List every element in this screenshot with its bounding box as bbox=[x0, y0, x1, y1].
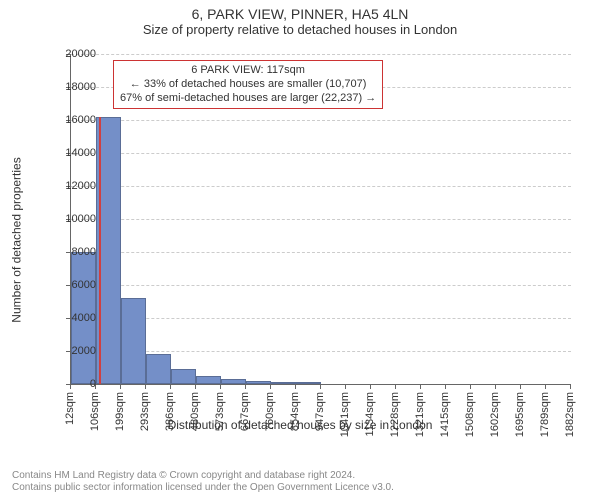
y-tick-label: 14000 bbox=[36, 147, 96, 159]
y-axis-label-text: Number of detached properties bbox=[10, 157, 24, 322]
y-tick-label: 20000 bbox=[36, 48, 96, 60]
x-tick-mark bbox=[545, 384, 546, 389]
x-tick-mark bbox=[470, 384, 471, 389]
gridline bbox=[71, 186, 571, 187]
x-tick-mark bbox=[495, 384, 496, 389]
page-root: 6, PARK VIEW, PINNER, HA5 4LN Size of pr… bbox=[0, 0, 600, 500]
gridline bbox=[71, 120, 571, 121]
histogram-bar bbox=[271, 382, 296, 384]
plot-area: 6 PARK VIEW: 117sqm← 33% of detached hou… bbox=[70, 54, 571, 385]
x-tick-mark bbox=[520, 384, 521, 389]
x-tick-mark bbox=[320, 384, 321, 389]
y-tick-label: 8000 bbox=[36, 246, 96, 258]
annotation-line: 67% of semi-detached houses are larger (… bbox=[120, 92, 376, 106]
y-axis-label: Number of detached properties bbox=[8, 44, 26, 436]
x-axis-label: Distribution of detached houses by size … bbox=[0, 418, 600, 432]
x-tick-mark bbox=[395, 384, 396, 389]
property-marker-line bbox=[99, 117, 101, 384]
annotation-box: 6 PARK VIEW: 117sqm← 33% of detached hou… bbox=[113, 60, 383, 109]
x-tick-mark bbox=[445, 384, 446, 389]
x-tick-mark bbox=[195, 384, 196, 389]
histogram-bar bbox=[121, 298, 146, 384]
gridline bbox=[71, 252, 571, 253]
histogram-bar bbox=[221, 379, 246, 384]
x-tick-mark bbox=[120, 384, 121, 389]
y-tick-label: 10000 bbox=[36, 213, 96, 225]
x-tick-mark bbox=[270, 384, 271, 389]
y-tick-label: 0 bbox=[36, 378, 96, 390]
annotation-line: ← 33% of detached houses are smaller (10… bbox=[120, 78, 376, 92]
page-subtitle: Size of property relative to detached ho… bbox=[0, 22, 600, 39]
gridline bbox=[71, 153, 571, 154]
chart-container: Number of detached properties 6 PARK VIE… bbox=[0, 44, 600, 436]
histogram-bar bbox=[296, 382, 321, 384]
gridline bbox=[71, 285, 571, 286]
y-tick-label: 18000 bbox=[36, 81, 96, 93]
x-tick-mark bbox=[295, 384, 296, 389]
histogram-bar bbox=[146, 354, 171, 384]
x-tick-mark bbox=[245, 384, 246, 389]
histogram-bar bbox=[246, 381, 271, 384]
annotation-line: 6 PARK VIEW: 117sqm bbox=[120, 64, 376, 78]
gridline bbox=[71, 219, 571, 220]
page-title: 6, PARK VIEW, PINNER, HA5 4LN bbox=[0, 0, 600, 22]
x-tick-mark bbox=[220, 384, 221, 389]
y-tick-label: 4000 bbox=[36, 312, 96, 324]
histogram-bar bbox=[196, 376, 221, 384]
footer-attribution: Contains HM Land Registry data © Crown c… bbox=[12, 470, 588, 494]
x-tick-mark bbox=[570, 384, 571, 389]
y-tick-label: 12000 bbox=[36, 180, 96, 192]
footer-line-2: Contains public sector information licen… bbox=[12, 482, 588, 494]
x-tick-mark bbox=[145, 384, 146, 389]
x-tick-mark bbox=[345, 384, 346, 389]
x-tick-mark bbox=[420, 384, 421, 389]
y-tick-label: 2000 bbox=[36, 345, 96, 357]
y-tick-label: 6000 bbox=[36, 279, 96, 291]
histogram-bar bbox=[171, 369, 196, 384]
footer-line-1: Contains HM Land Registry data © Crown c… bbox=[12, 470, 588, 482]
y-tick-label: 16000 bbox=[36, 114, 96, 126]
x-tick-mark bbox=[170, 384, 171, 389]
gridline bbox=[71, 54, 571, 55]
x-tick-mark bbox=[370, 384, 371, 389]
